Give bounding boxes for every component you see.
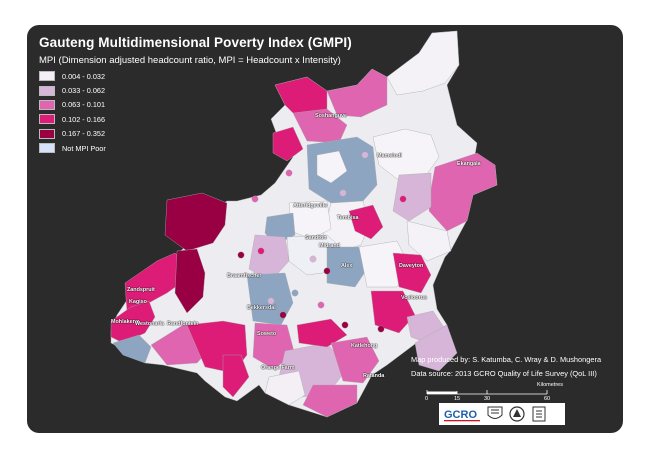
place-label: Katlehong — [351, 343, 378, 349]
legend-item: 0.102 - 0.166 — [39, 112, 106, 126]
scale-tick-15: 15 — [454, 396, 461, 402]
svg-text:GCRO: GCRO — [444, 409, 477, 421]
ward-west-dark[interactable] — [164, 192, 228, 252]
ward-small[interactable] — [291, 289, 299, 297]
ward-small[interactable] — [279, 311, 287, 319]
place-label: Midrand — [319, 243, 340, 249]
legend-item: 0.167 - 0.352 — [39, 127, 106, 141]
legend-swatch — [39, 85, 55, 96]
place-label: Westonaria — [135, 321, 164, 327]
legend-label: 0.063 - 0.101 — [62, 100, 106, 110]
place-label: Alex — [341, 263, 353, 269]
legend-swatch — [39, 99, 55, 110]
legend-label: 0.167 - 0.352 — [62, 129, 106, 139]
ward-north-pink[interactable] — [326, 68, 388, 118]
ward-small[interactable] — [323, 267, 331, 275]
ward-small[interactable] — [237, 251, 245, 259]
place-label: Ekangala — [457, 161, 481, 167]
ward-soshanguve[interactable] — [292, 108, 348, 144]
university-crest-logo — [487, 406, 503, 419]
place-label: Atteridgeville — [293, 203, 328, 209]
legend-item: 0.063 - 0.101 — [39, 98, 106, 112]
legend-label: Not MPI Poor — [62, 143, 106, 153]
legend-swatch — [39, 128, 55, 139]
ward-south-pink[interactable] — [330, 336, 380, 384]
johannesburg-logo — [532, 406, 546, 422]
ward-small[interactable] — [341, 321, 349, 329]
place-label: Soweto — [257, 331, 277, 337]
place-label: Daveyton — [399, 263, 424, 269]
place-label: Braamfischer — [227, 273, 262, 279]
place-label: Bekkersdal — [247, 305, 276, 311]
ward-small[interactable] — [317, 301, 325, 309]
ward-small[interactable] — [377, 325, 385, 333]
ward-ratanda[interactable] — [414, 324, 458, 372]
place-label: Zandspruit — [127, 287, 155, 293]
ward-south-tip[interactable] — [302, 384, 358, 418]
legend-swatch — [39, 71, 55, 82]
legend-swatch — [39, 114, 55, 125]
legend-label: 0.004 - 0.032 — [62, 71, 106, 81]
ward-mamelodi[interactable] — [372, 128, 440, 180]
gauteng-map[interactable] — [27, 25, 623, 433]
ward-north-west-pink[interactable] — [272, 126, 304, 162]
scale-tick-0: 0 — [425, 396, 429, 402]
place-label: Sandton — [305, 235, 327, 241]
ward-small[interactable] — [257, 247, 265, 255]
gcro-logo: GCRO — [442, 405, 484, 423]
scale-tick-30: 30 — [484, 396, 491, 402]
legend-swatch — [39, 143, 55, 154]
place-label: Vosloorus — [401, 295, 427, 301]
credit-data-source: Data source: 2013 GCRO Quality of Life S… — [411, 369, 597, 378]
legend-item: Not MPI Poor — [39, 141, 106, 155]
legend-item: 0.004 - 0.032 — [39, 69, 106, 83]
ward-small[interactable] — [361, 151, 369, 159]
ward-pretoria-light[interactable] — [316, 150, 348, 184]
ward-small[interactable] — [339, 189, 347, 197]
ward-westonaria-blue[interactable] — [112, 334, 152, 364]
ward-east-lavender[interactable] — [392, 172, 432, 222]
map-frame: Gauteng Multidimensional Poverty Index (… — [27, 25, 623, 433]
scale-tick-60: 60 — [544, 396, 551, 402]
place-label: Kagiso — [129, 299, 147, 305]
gauteng-province-logo — [509, 406, 525, 422]
legend-label: 0.102 - 0.166 — [62, 114, 106, 124]
ward-kagiso-dark[interactable] — [174, 248, 206, 314]
ward-small[interactable] — [251, 195, 259, 203]
scale-bar: Kilometres 0 15 30 60 — [425, 382, 575, 408]
ward-small[interactable] — [285, 169, 293, 177]
ward-west-central[interactable] — [248, 234, 290, 282]
ward-randfontein[interactable] — [110, 300, 156, 344]
ward-katlehong[interactable] — [370, 290, 416, 334]
ward-small[interactable] — [399, 195, 407, 203]
place-label: Tembisa — [337, 215, 359, 221]
ward-daveyton[interactable] — [392, 252, 432, 294]
ward-alex-blue[interactable] — [326, 246, 368, 288]
ward-northeast-light[interactable] — [386, 30, 460, 96]
place-label: Orange Farm — [261, 365, 295, 371]
ward-south-light[interactable] — [264, 370, 306, 406]
map-subtitle: MPI (Dimension adjusted headcount ratio,… — [39, 55, 341, 66]
ward-east-light[interactable] — [406, 220, 452, 262]
legend-label: 0.033 - 0.062 — [62, 86, 106, 96]
ward-soweto-south[interactable] — [222, 354, 250, 398]
place-label: Mohlakeng — [111, 319, 140, 325]
map-title: Gauteng Multidimensional Poverty Index (… — [39, 35, 352, 50]
logo-strip: GCRO — [439, 403, 565, 425]
legend-item: 0.033 - 0.062 — [39, 83, 106, 97]
ward-southcentral[interactable] — [296, 318, 348, 348]
legend: 0.004 - 0.032 0.033 - 0.062 0.063 - 0.101 0… — [39, 69, 106, 155]
ward-tembisa[interactable] — [348, 204, 384, 240]
place-label: Mamelodi — [377, 153, 402, 159]
ward-small[interactable] — [309, 255, 317, 263]
scale-unit: Kilometres — [537, 382, 563, 388]
credit-produced-by: Map produced by: S. Katumba, C. Wray & D… — [411, 355, 602, 364]
place-label: Randfontein — [167, 321, 199, 327]
place-label: Soshanguve — [315, 113, 348, 119]
place-label: Ratanda — [363, 373, 385, 379]
ward-small[interactable] — [267, 297, 275, 305]
